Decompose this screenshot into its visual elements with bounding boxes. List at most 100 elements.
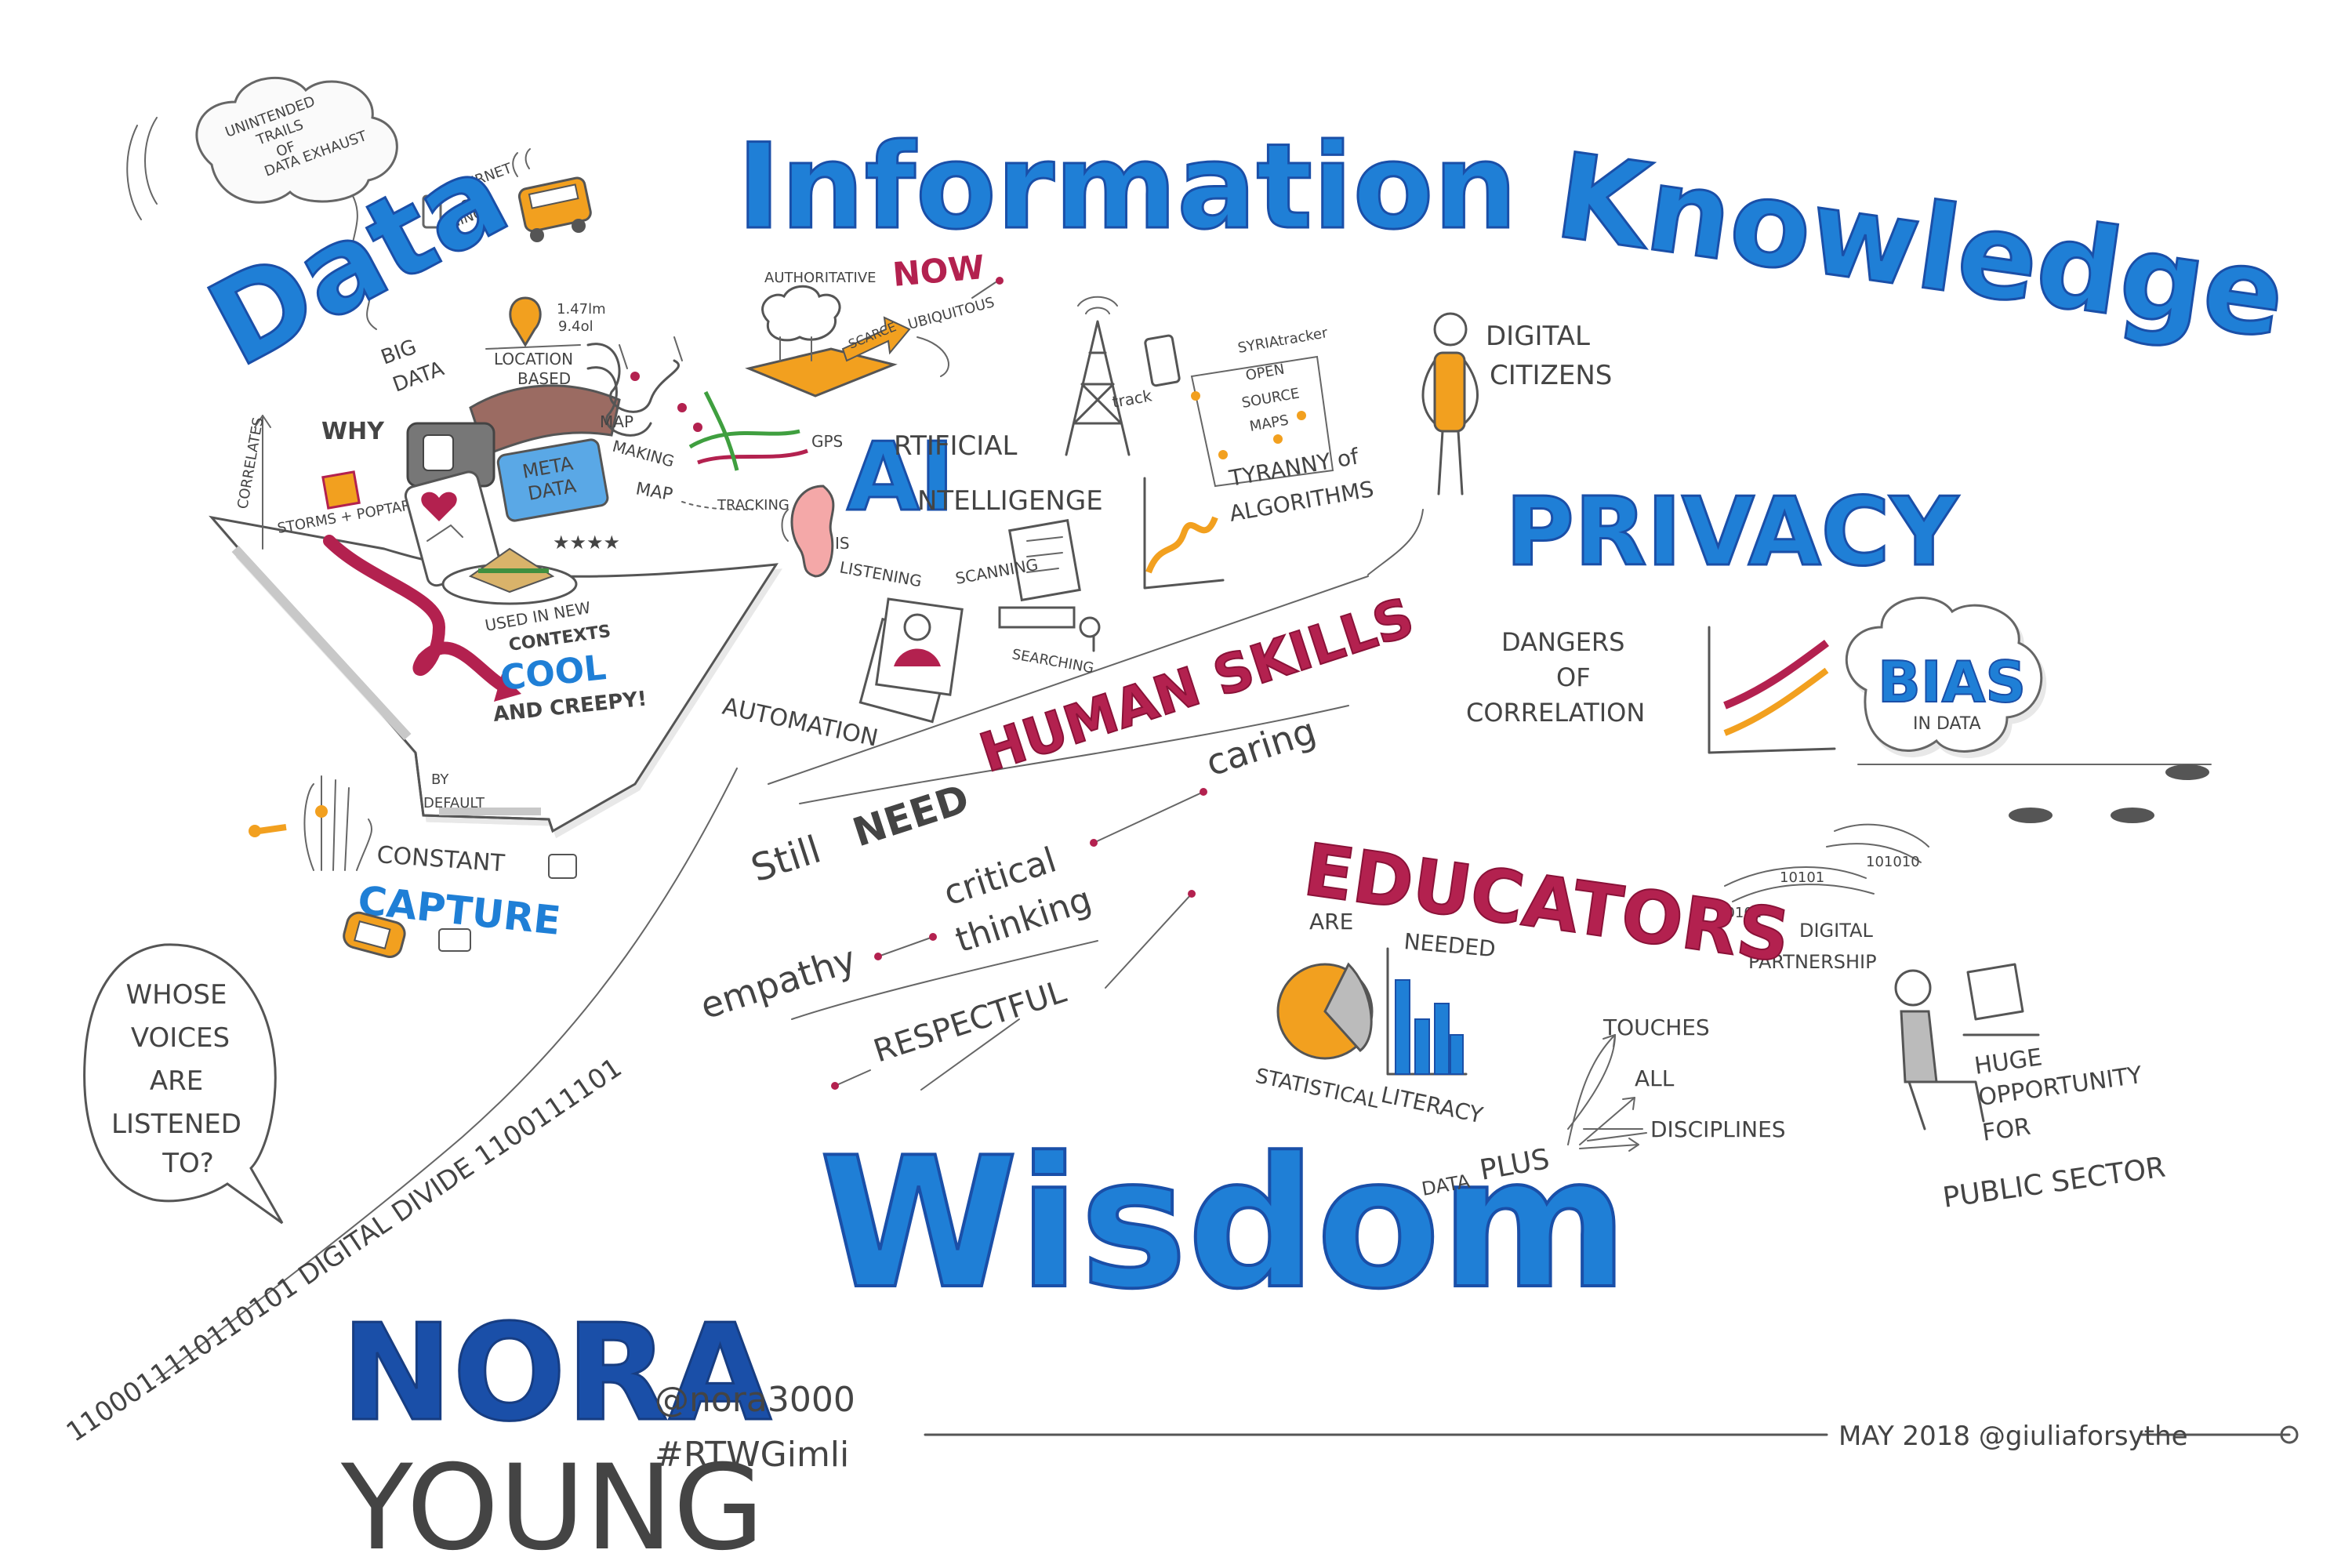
location-line-1: LOCATION (494, 350, 573, 368)
heading-information: Information (737, 119, 1517, 256)
information-section: Information AUTHORITATIVE NOW UBIQUITOUS… (586, 118, 1519, 753)
voices-line-2: VOICES (131, 1022, 230, 1054)
authoritative-label: AUTHORITATIVE (764, 270, 877, 286)
searching-label: SEARCHING (1011, 646, 1095, 677)
huge-line-4: PUBLIC SECTOR (1941, 1151, 2168, 1214)
phone-icon (422, 194, 442, 229)
citizen-figure-icon (1421, 312, 1479, 495)
partnership-line-1: DIGITAL (1799, 920, 1873, 942)
listening-line-2: LISTENING (838, 557, 923, 590)
data-section: UNINTENDED TRAILS OF DATA EXHAUST INTERN… (126, 76, 648, 958)
touches-label: TOUCHES (1602, 1014, 1710, 1040)
correlation-chart-icon (1708, 626, 1836, 754)
photo-stack-icon (858, 597, 964, 724)
dangers-line-2: OF (1556, 662, 1591, 692)
voices-line-3: ARE (150, 1065, 203, 1097)
why-label: WHY (321, 418, 385, 445)
speaker-last-name: YOUNG (340, 1440, 764, 1568)
voices-line-1: WHOSE (125, 979, 227, 1011)
laptop-worker-icon (1894, 963, 2040, 1131)
sandwich-plate-icon (441, 547, 578, 605)
line-chart-icon (1143, 477, 1225, 590)
radio-tower-icon (1065, 296, 1131, 456)
mobile-phone-icon (1144, 334, 1181, 387)
scanning-document-icon (1007, 519, 1081, 602)
heading-wisdom: Wisdom (819, 1120, 1628, 1329)
exhaust-cloud-icon (195, 76, 398, 204)
pie-chart-icon (1276, 962, 1374, 1060)
default-line-2: DEFAULT (423, 795, 485, 811)
scarce-arrow (841, 316, 911, 362)
coord-1: 1.47lm (557, 301, 606, 318)
huge-line-1: HUGE (1973, 1044, 2044, 1080)
map-line-1: MAP (600, 412, 633, 431)
speech-bubble (83, 943, 284, 1225)
intelligence-label: NTELLIGENGE (917, 485, 1103, 517)
magnifier-icon (998, 606, 1101, 652)
coord-2: 9.4ol (558, 318, 593, 335)
star-rating: ★★★★ (553, 532, 620, 554)
knowledge-section: Knowledge DIGITAL CITIZENS PRIVACY DANGE… (1421, 127, 2294, 1214)
in-data-label: IN DATA (1913, 714, 1981, 734)
speaker-first-name: NORA (341, 1296, 771, 1451)
heading-knowledge: Knowledge (1548, 128, 2292, 365)
citizens-line-2: CITIZENS (1490, 360, 1612, 391)
listening-line-1: IS (835, 534, 850, 553)
open-source-map-icon (1190, 355, 1334, 488)
heading-ai: AI (847, 423, 955, 532)
maps-label: MAPS (1248, 412, 1290, 435)
voices-line-4: LISTENED (111, 1109, 241, 1140)
ubiquitous-label: UBIQUITOUS (906, 294, 996, 333)
event-hashtag: #RTWGimli (655, 1435, 849, 1475)
gps-label: GPS (811, 432, 843, 451)
syria-label: SYRIAtracker (1236, 325, 1329, 357)
bias-cloud-icon (1845, 597, 2043, 753)
location-pin-icon (485, 296, 581, 350)
heading-educators: EDUCATORS (1299, 828, 1795, 979)
need-label: NEED (848, 775, 975, 855)
automation-label: AUTOMATION (720, 693, 880, 753)
handshake-icon (1724, 823, 1929, 902)
smartwatch-hand-icon (406, 384, 621, 488)
storm-image-icon (321, 470, 361, 510)
camera-icon (548, 854, 577, 879)
constant-label: CONSTANT (376, 841, 506, 877)
now-label: NOW (891, 248, 986, 294)
twitter-handle: @nora3000 (655, 1380, 855, 1420)
heart-phone-icon (404, 470, 501, 587)
bar-chart-icon (1386, 947, 1468, 1076)
disciplines-label: DISCIPLINES (1650, 1116, 1786, 1142)
huge-line-3: FOR (1980, 1113, 2032, 1147)
raised-hand-icon (303, 775, 372, 871)
heading-bias: BIAS (1878, 649, 2026, 715)
cool-creepy-arrow (323, 535, 516, 696)
citizens-line-1: DIGITAL (1486, 321, 1590, 352)
map-line-2: MAKING (611, 437, 677, 471)
statistical-label: STATISTICAL (1254, 1065, 1381, 1114)
map-line-3: MAP (634, 479, 674, 505)
pill-bottle-icon (343, 911, 406, 958)
source-label: SOURCE (1240, 385, 1301, 412)
empathy-label: empathy (695, 938, 862, 1028)
ear-icon (781, 485, 835, 578)
big-data-line-1: BIG (378, 336, 419, 370)
artist-credit: MAY 2018 @giuliaforsythe (1838, 1421, 2188, 1452)
voices-line-5: TO? (162, 1148, 214, 1179)
connector-lines (156, 509, 2299, 1444)
bus-icon (512, 148, 592, 242)
card-icon (438, 928, 471, 952)
artificial-label: RTIFICIAL (894, 430, 1018, 462)
binary-2: 10101 (1780, 869, 1824, 886)
caring-label: caring (1201, 710, 1321, 785)
dangers-line-3: CORRELATION (1466, 698, 1645, 728)
heading-privacy: PRIVACY (1505, 478, 1960, 587)
track-label: track (1111, 386, 1154, 412)
default-line-1: BY (431, 771, 449, 788)
sheep-on-book-icon (745, 285, 898, 397)
open-label: OPEN (1244, 361, 1286, 384)
tracking-label: TRACKING (717, 497, 789, 514)
key-icon (258, 824, 287, 834)
meta-data-tablet-icon (496, 438, 609, 522)
dangers-line-1: DANGERS (1501, 627, 1624, 657)
